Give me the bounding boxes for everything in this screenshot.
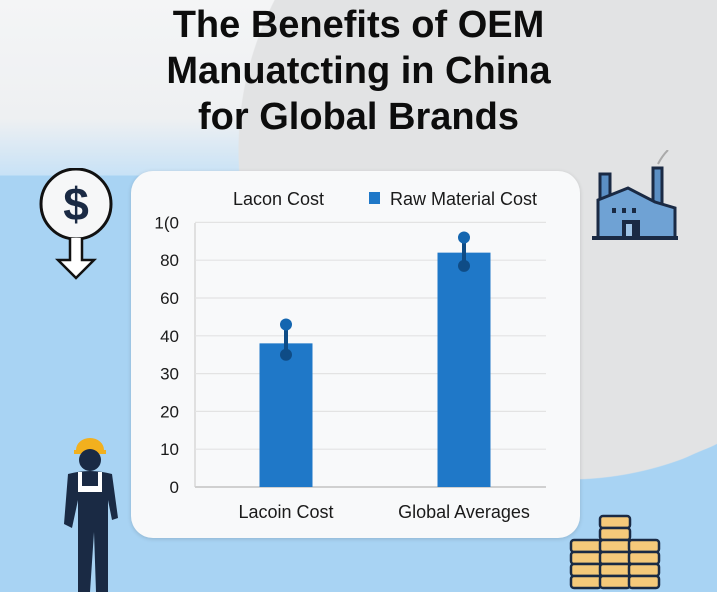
- error-cap-low: [280, 348, 292, 361]
- bar: [259, 343, 313, 487]
- bar-chart: 0 10 20 30 40 60 80 1(0 Lacoin Cost Global Avera…: [154, 189, 546, 522]
- y-tick-label: 60: [160, 289, 179, 308]
- y-tick-label: 20: [160, 402, 179, 421]
- y-tick-label: 80: [160, 251, 179, 270]
- page-title: The Benefits of OEM Manuatcting in China…: [0, 2, 717, 140]
- worker-icon: [64, 438, 118, 592]
- bar: [437, 252, 491, 487]
- legend-label-lacon-cost: Lacon Cost: [233, 189, 324, 209]
- title-line-1: The Benefits of OEM: [172, 4, 545, 46]
- y-tick-label: 30: [160, 365, 179, 384]
- chart-card: 0 10 20 30 40 60 80 1(0 Lacoin Cost Global Avera…: [131, 171, 580, 538]
- y-tick-label: 1(0: [154, 213, 179, 232]
- x-category-label: Global Averages: [398, 502, 530, 522]
- error-cap-high: [280, 318, 292, 331]
- coin-stack-icon: [569, 514, 661, 590]
- title-line-2: Manuatcting in China: [166, 50, 551, 92]
- legend-swatch-raw-material: [369, 192, 380, 204]
- x-category-label: Lacoin Cost: [238, 502, 333, 522]
- legend-label-raw-material-cost: Raw Material Cost: [390, 189, 537, 209]
- title-line-3: for Global Brands: [198, 96, 519, 138]
- error-cap-low: [458, 259, 470, 272]
- y-tick-label: 40: [160, 327, 179, 346]
- error-cap-high: [458, 231, 470, 244]
- svg-text:$: $: [63, 178, 89, 230]
- factory-icon: [592, 150, 678, 240]
- dollar-down-icon: $: [39, 168, 113, 280]
- y-tick-label: 10: [160, 440, 179, 459]
- y-tick-label: 0: [170, 478, 179, 497]
